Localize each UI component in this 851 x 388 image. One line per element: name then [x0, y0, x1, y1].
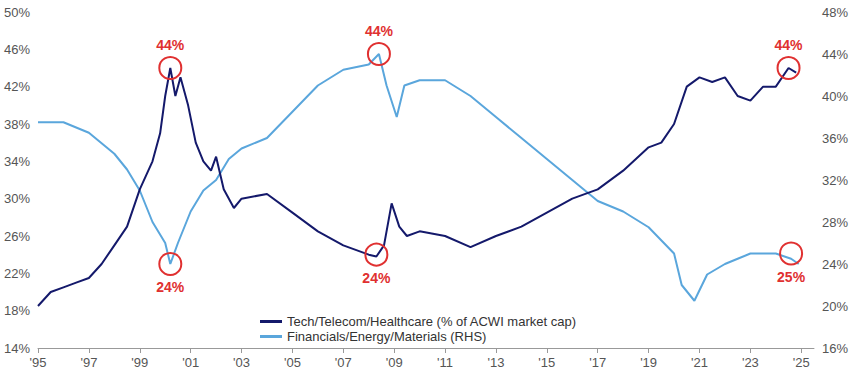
svg-text:18%: 18%	[4, 303, 30, 318]
svg-text:28%: 28%	[822, 215, 848, 230]
svg-text:'09: '09	[386, 355, 403, 370]
svg-text:42%: 42%	[4, 79, 30, 94]
svg-text:44%: 44%	[156, 37, 185, 53]
svg-text:22%: 22%	[4, 266, 30, 281]
svg-text:30%: 30%	[4, 191, 30, 206]
svg-text:Tech/Telecom/Healthcare (% of: Tech/Telecom/Healthcare (% of ACWI marke…	[287, 314, 576, 329]
svg-text:14%: 14%	[4, 341, 30, 356]
svg-text:Financials/Energy/Materials (R: Financials/Energy/Materials (RHS)	[287, 329, 486, 344]
svg-text:'13: '13	[487, 355, 504, 370]
svg-text:26%: 26%	[4, 229, 30, 244]
svg-text:16%: 16%	[822, 341, 848, 356]
svg-text:'15: '15	[538, 355, 555, 370]
svg-text:34%: 34%	[4, 154, 30, 169]
svg-text:'01: '01	[182, 355, 199, 370]
svg-text:'11: '11	[437, 355, 453, 370]
svg-text:46%: 46%	[4, 42, 30, 57]
svg-text:24%: 24%	[156, 279, 185, 295]
svg-text:40%: 40%	[822, 89, 848, 104]
svg-text:48%: 48%	[822, 5, 848, 20]
svg-text:32%: 32%	[822, 173, 848, 188]
svg-text:36%: 36%	[822, 131, 848, 146]
svg-text:24%: 24%	[362, 270, 391, 286]
svg-text:25%: 25%	[777, 269, 806, 285]
svg-text:'95: '95	[30, 355, 47, 370]
svg-text:44%: 44%	[775, 37, 804, 53]
svg-text:'03: '03	[233, 355, 250, 370]
svg-text:50%: 50%	[4, 5, 30, 20]
svg-text:'21: '21	[691, 355, 708, 370]
svg-text:44%: 44%	[365, 23, 394, 39]
svg-text:'05: '05	[284, 355, 301, 370]
svg-text:'25: '25	[793, 355, 810, 370]
svg-text:20%: 20%	[822, 299, 848, 314]
svg-text:'07: '07	[335, 355, 352, 370]
svg-text:'19: '19	[640, 355, 657, 370]
svg-text:44%: 44%	[822, 47, 848, 62]
svg-text:'99: '99	[131, 355, 148, 370]
svg-text:24%: 24%	[822, 257, 848, 272]
svg-text:'97: '97	[80, 355, 97, 370]
svg-text:38%: 38%	[4, 117, 30, 132]
svg-text:'23: '23	[742, 355, 759, 370]
svg-text:'17: '17	[589, 355, 606, 370]
